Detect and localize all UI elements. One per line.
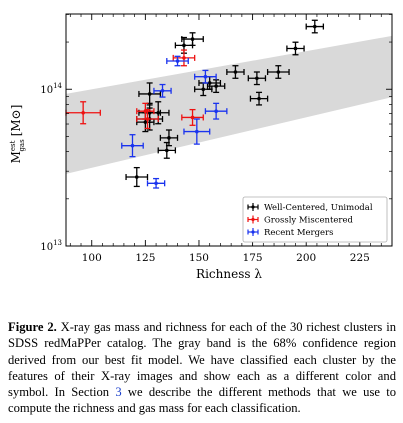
- data-point-well-centered-unimodal: [226, 65, 245, 79]
- data-point-well-centered-unimodal: [305, 19, 325, 34]
- data-point-recent-mergers: [183, 118, 211, 145]
- axes-layer: 100 125 150 175 200 225 1014 1013 Richness λ Mest…: [9, 13, 393, 281]
- data-point-well-centered-unimodal: [181, 32, 204, 47]
- data-point-recent-mergers: [166, 55, 189, 67]
- legend-label: Well-Centered, Unimodal: [264, 203, 373, 213]
- x-tick-label: 150: [189, 252, 209, 264]
- data-point-recent-mergers: [153, 83, 172, 98]
- data-marker: [276, 70, 281, 74]
- legend-entry: Grossly Miscentered: [247, 215, 354, 226]
- data-point-well-centered-unimodal: [125, 166, 149, 188]
- section-reference-link[interactable]: 3: [115, 385, 122, 400]
- data-marker: [167, 136, 171, 140]
- data-point-recent-mergers: [204, 102, 228, 120]
- data-marker: [214, 109, 218, 113]
- data-marker: [257, 96, 261, 101]
- x-tick-label: 125: [135, 252, 155, 264]
- data-point-well-centered-unimodal: [249, 91, 269, 106]
- data-marker: [255, 76, 259, 81]
- data-point-recent-mergers: [146, 177, 166, 189]
- legend-box: [242, 196, 388, 243]
- data-marker: [182, 43, 186, 48]
- figure-caption: Figure 2. X-ray gas mass and richness fo…: [8, 319, 396, 417]
- caption-label: Figure 2.: [8, 320, 57, 334]
- data-marker: [203, 74, 208, 79]
- scatter-chart: 100 125 150 175 200 225 1014 1013 Richness λ Mest…: [9, 13, 393, 281]
- data-point-grossly-miscentered: [136, 108, 159, 130]
- data-marker: [130, 143, 135, 148]
- data-marker: [154, 181, 158, 186]
- data-marker: [134, 175, 139, 179]
- legend-marker-dot: [251, 217, 255, 222]
- data-marker: [190, 115, 195, 120]
- data-marker: [143, 109, 148, 113]
- data-point-grossly-miscentered: [181, 108, 204, 126]
- data-marker: [233, 70, 238, 74]
- legend-label: Recent Mergers: [264, 228, 334, 238]
- data-marker: [201, 87, 206, 92]
- data-point-well-centered-unimodal: [157, 141, 177, 159]
- data-marker: [160, 89, 165, 93]
- data-marker: [165, 148, 169, 153]
- x-tick-label: 175: [243, 252, 263, 264]
- x-tick-label: 100: [82, 252, 102, 264]
- data-point-well-centered-unimodal: [286, 41, 305, 56]
- y-axis-label: Mestgas[M⊙]: [9, 105, 26, 164]
- confidence-band-layer: [66, 35, 392, 174]
- x-tick-label: 200: [296, 252, 316, 264]
- data-marker: [207, 81, 212, 85]
- data-marker: [293, 46, 298, 51]
- data-point-recent-mergers: [194, 69, 217, 84]
- y-tick-label: 1014: [40, 82, 62, 96]
- data-marker: [145, 117, 150, 121]
- legend-entry: Well-Centered, Unimodal: [247, 203, 373, 213]
- data-marker: [312, 24, 317, 29]
- y-tick-label: 1013: [40, 239, 62, 253]
- caption-text-2: we describe the different methods that w…: [8, 385, 396, 416]
- x-axis-label: Richness λ: [196, 267, 262, 281]
- data-point-well-centered-unimodal: [247, 71, 267, 86]
- legend-label: Grossly Miscentered: [264, 216, 354, 226]
- legend: Well-Centered, Unimodal Grossly Miscenter…: [242, 196, 388, 243]
- legend-marker-dot: [251, 205, 255, 209]
- data-point-well-centered-unimodal: [206, 79, 226, 94]
- legend-entry: Recent Mergers: [247, 228, 334, 238]
- data-marker: [81, 110, 85, 115]
- x-tick-label: 225: [350, 252, 370, 264]
- data-point-well-centered-unimodal: [266, 65, 290, 79]
- data-point-grossly-miscentered: [172, 49, 196, 67]
- data-marker: [195, 129, 199, 134]
- plot-frame: [65, 13, 393, 247]
- data-marker: [190, 37, 195, 41]
- legend-marker-dot: [251, 230, 255, 234]
- caption-text-1: X-ray gas mass and richness for each of …: [8, 320, 396, 400]
- data-marker: [175, 59, 180, 63]
- confidence-band: [66, 35, 392, 174]
- data-marker: [182, 56, 186, 60]
- data-marker: [147, 92, 152, 96]
- data-marker: [214, 84, 218, 88]
- data-point-recent-mergers: [121, 134, 144, 158]
- data-marker: [143, 120, 148, 124]
